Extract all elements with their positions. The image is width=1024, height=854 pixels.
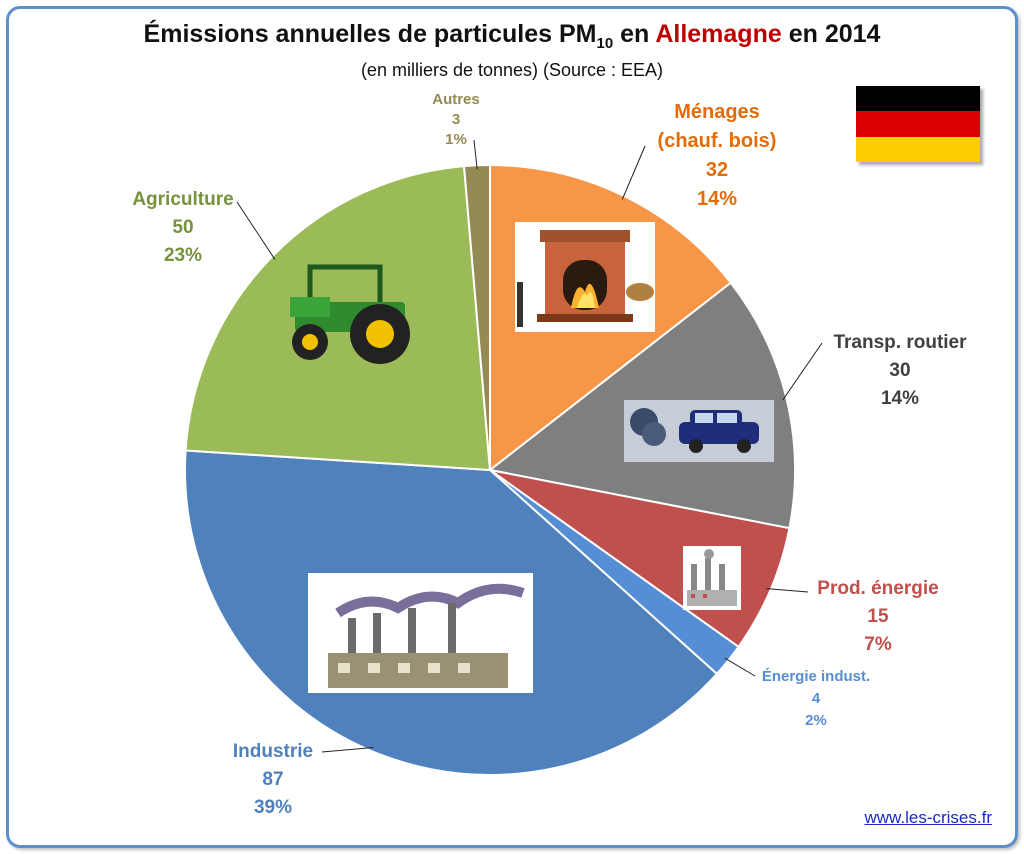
tractor-illustration	[290, 264, 410, 364]
slice-label-2: Transp. routier 30 14%	[833, 332, 967, 409]
slice-label-1: Ménages (chauf. bois) 32 14%	[658, 101, 777, 210]
leader-line-4	[724, 657, 756, 677]
chart-title: Émissions annuelles de particules PM10 e…	[143, 20, 881, 52]
flag-stripe-black	[856, 86, 980, 112]
germany-flag	[856, 86, 980, 162]
slice-label-4: Énergie indust. 4 2%	[762, 668, 870, 729]
slice-label-3: Prod. énergie 15 7%	[817, 578, 938, 655]
factory-illustration	[308, 573, 533, 693]
leader-line-6	[236, 201, 276, 260]
car-pollution-illustration	[624, 400, 774, 462]
chart-subtitle: (en milliers de tonnes) (Source : EEA)	[360, 60, 664, 80]
leader-line-3	[766, 588, 809, 593]
leader-line-2	[782, 342, 823, 401]
website-link[interactable]: www.les-crises.fr	[864, 808, 992, 827]
leader-line-1	[621, 145, 646, 200]
fireplace-illustration	[515, 222, 655, 332]
slice-label-6: Agriculture 50 23%	[132, 189, 233, 266]
leader-line-7	[473, 139, 478, 170]
flag-stripe-gold	[856, 136, 980, 162]
slice-label-5: Industrie 87 39%	[233, 741, 313, 818]
flag-stripe-red	[856, 111, 980, 137]
leader-line-5	[321, 746, 374, 753]
power-plant-illustration	[683, 546, 741, 610]
slice-label-7: Autres 3 1%	[432, 91, 480, 148]
